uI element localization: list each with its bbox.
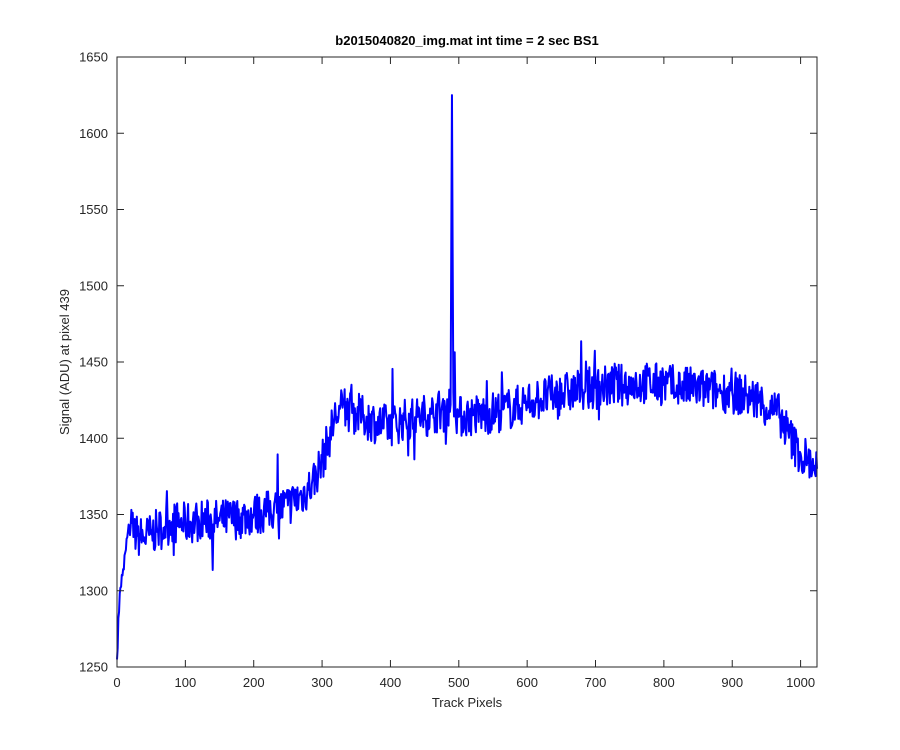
y-tick-label: 1450 [79,355,108,370]
plot-area [116,56,818,668]
y-tick-label: 1250 [79,660,108,675]
plot-background [117,57,817,667]
y-tick-label: 1650 [79,50,108,65]
y-tick-label: 1600 [79,126,108,141]
x-tick-label: 200 [243,675,265,690]
x-tick-label: 500 [448,675,470,690]
x-tick-label: 1000 [786,675,815,690]
y-axis: 1250 1300 1350 1400 1450 1500 1550 1600 1650 [79,50,817,675]
x-tick-label: 300 [311,675,333,690]
x-tick-label: 400 [380,675,402,690]
x-tick-label: 600 [516,675,538,690]
y-tick-label: 1500 [79,278,108,293]
y-tick-label: 1400 [79,431,108,446]
y-tick-label: 1550 [79,202,108,217]
y-axis-label: Signal (ADU) at pixel 439 [57,289,72,435]
x-axis-label: Track Pixels [432,695,503,710]
x-tick-label: 800 [653,675,675,690]
y-tick-label: 1350 [79,507,108,522]
y-tick-label: 1300 [79,583,108,598]
x-tick-label: 100 [175,675,197,690]
chart-title: b2015040820_img.mat int time = 2 sec BS1 [335,33,598,48]
x-axis: 0 100 200 300 400 500 600 700 800 900 1000 [113,57,815,690]
signal-series-line [116,94,818,660]
x-tick-label: 700 [585,675,607,690]
x-tick-label: 0 [113,675,120,690]
x-tick-label: 900 [721,675,743,690]
